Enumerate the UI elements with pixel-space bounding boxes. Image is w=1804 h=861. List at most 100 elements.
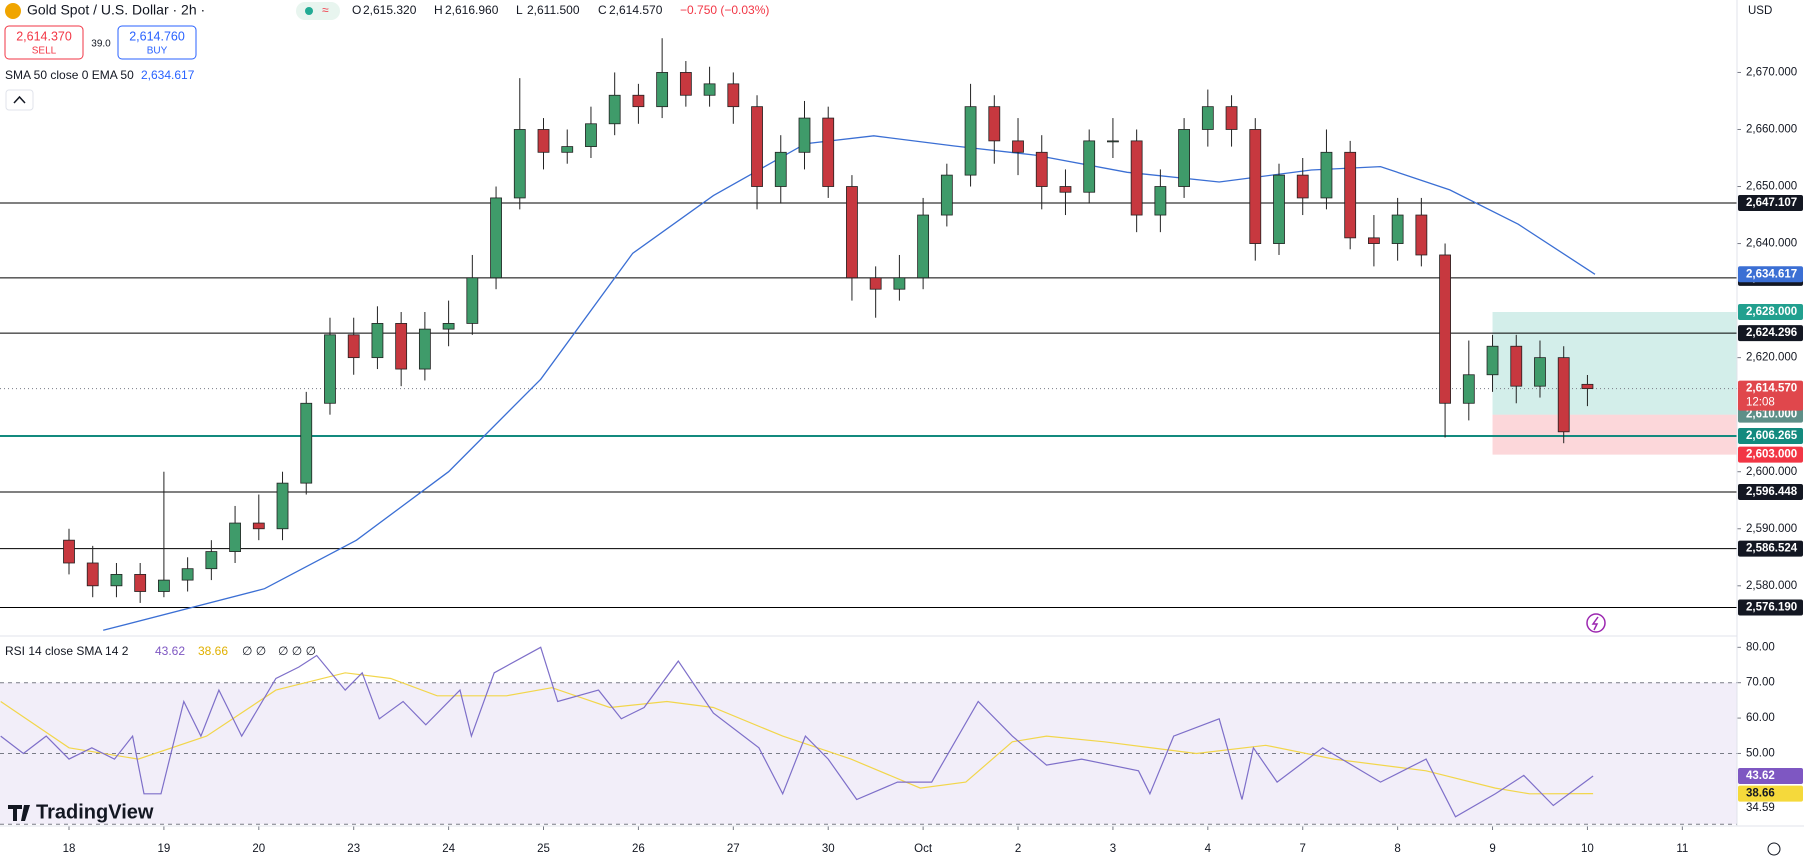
rsi-legend-nulls: ∅ ∅ xyxy=(242,644,266,658)
candle-body xyxy=(1296,174,1309,199)
collapse-icon xyxy=(13,95,26,104)
y-tick-label: 2,620.000 xyxy=(1746,352,1797,364)
candle-body xyxy=(1320,151,1333,199)
y-tick-label: 2,670.000 xyxy=(1746,66,1797,78)
y-tick-label: 2,660.000 xyxy=(1746,124,1797,136)
candle-body xyxy=(1249,129,1262,244)
candle-body xyxy=(1391,214,1404,244)
candle-body xyxy=(1510,345,1523,387)
candle-body xyxy=(608,94,621,125)
candle-body xyxy=(656,72,669,108)
sell-price: 2,614.370 xyxy=(16,29,72,43)
candle-body xyxy=(940,174,953,216)
alert-bolt xyxy=(1591,616,1599,631)
candle-body xyxy=(134,573,147,592)
candle-body xyxy=(466,277,479,324)
candle-body xyxy=(157,579,170,592)
level-tag-bg xyxy=(1738,325,1803,342)
entry-tag: 2,610.000 xyxy=(1746,409,1797,421)
target-tag-bg xyxy=(1738,304,1803,321)
rsi-y-tick-label: 50.00 xyxy=(1746,747,1775,759)
x-tick-label: 18 xyxy=(63,843,76,855)
header: Gold Spot / U.S. Dollar · 2h · ≈ O 2,615.… xyxy=(4,2,1781,856)
x-tick-label: 26 xyxy=(632,843,645,855)
last-price-tag-bg xyxy=(1738,380,1803,411)
sma-tag: 2,634.617 xyxy=(1746,268,1797,280)
level-tag-bg xyxy=(1738,540,1803,557)
y-tick-label: 2,650.000 xyxy=(1746,181,1797,193)
x-tick-label: 19 xyxy=(157,843,170,855)
ohlc-value: 2,616.960 xyxy=(445,3,499,17)
candle-body xyxy=(632,94,645,108)
candle-body xyxy=(442,323,455,330)
sma-legend-value: 2,634.617 xyxy=(141,68,195,82)
candle-body xyxy=(703,83,716,96)
buy-price: 2,614.760 xyxy=(129,29,185,43)
alert-icon[interactable] xyxy=(1586,613,1606,633)
x-tick-label: 7 xyxy=(1300,843,1306,855)
level-tag: 2,586.524 xyxy=(1746,543,1798,555)
candle-body xyxy=(110,573,123,587)
candle-body xyxy=(181,568,194,581)
candle-body xyxy=(1178,129,1190,187)
target-tag: 2,628.000 xyxy=(1746,306,1797,318)
status-pill[interactable] xyxy=(296,2,340,20)
ohlc-key: C xyxy=(598,3,607,17)
candle-body xyxy=(1107,140,1119,143)
x-tick-label: 30 xyxy=(822,843,835,855)
candle-body xyxy=(774,151,787,187)
candle-body xyxy=(917,214,930,279)
entry-tag-bg xyxy=(1738,406,1803,423)
candle-body xyxy=(1439,254,1451,404)
candle-body xyxy=(371,323,384,359)
level-tag-bg xyxy=(1738,599,1803,616)
level-tag: 2,606.265 xyxy=(1746,430,1798,442)
candle-body xyxy=(1130,140,1143,216)
candle-body xyxy=(1557,357,1570,433)
candle-body xyxy=(1059,186,1072,193)
candle-body xyxy=(846,186,858,279)
candle-body xyxy=(1225,106,1238,130)
candle-body xyxy=(324,334,336,404)
rsi-sma-tag-bg xyxy=(1738,785,1803,802)
collapse-button[interactable] xyxy=(5,89,34,111)
candle-body xyxy=(1273,174,1285,244)
settings-icon[interactable] xyxy=(1767,842,1781,856)
symbol-icon xyxy=(5,3,21,19)
candle-body xyxy=(1012,140,1024,153)
candle-body xyxy=(988,106,1001,142)
candle-body xyxy=(347,334,360,359)
candle-body xyxy=(727,83,740,108)
candle-body xyxy=(679,72,692,96)
rsi-sma-legend-value: 38.66 xyxy=(198,644,228,658)
candle-body xyxy=(561,146,574,153)
candle-body xyxy=(418,328,431,370)
sell-button[interactable] xyxy=(4,25,84,60)
candle-body xyxy=(513,129,526,199)
level-tag: 2,596.448 xyxy=(1746,486,1798,498)
candle-body xyxy=(63,539,75,564)
y-tick-label: 2,600.000 xyxy=(1746,466,1797,478)
rsi-axis-value: 34.59 xyxy=(1746,802,1775,814)
rsi-y-tick-label: 60.00 xyxy=(1746,712,1775,724)
spread: 39.0 xyxy=(91,39,111,50)
status-icon: ≈ xyxy=(322,3,329,17)
level-tag: 2,624.296 xyxy=(1746,327,1797,339)
rsi-y-tick-label: 80.00 xyxy=(1746,641,1775,653)
candle-body xyxy=(229,522,241,552)
candle-body xyxy=(1581,383,1594,390)
y-tick-label: 2,590.000 xyxy=(1746,523,1797,535)
currency[interactable]: USD xyxy=(1748,5,1772,17)
rsi-extra-nulls: ∅ ∅ ∅ xyxy=(278,644,316,658)
x-tick-label: 23 xyxy=(347,843,360,855)
candle-body xyxy=(869,277,882,290)
buy-button[interactable] xyxy=(117,25,197,60)
x-tick-label: Oct xyxy=(914,843,933,855)
candle-body xyxy=(964,106,977,176)
level-tag-bg xyxy=(1738,483,1803,500)
candle-body xyxy=(300,402,313,484)
candle-body xyxy=(86,562,99,587)
level-tag: 2,647.107 xyxy=(1746,197,1797,209)
candle-body xyxy=(1415,214,1428,256)
candle-body xyxy=(1083,140,1096,193)
